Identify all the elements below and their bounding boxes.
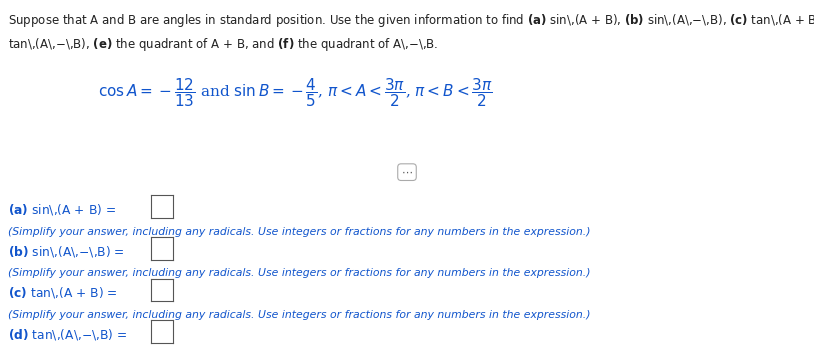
Text: $\bf{(b)}$ sin\,(A\,$-$\,B) =: $\bf{(b)}$ sin\,(A\,$-$\,B) = bbox=[8, 244, 125, 259]
Text: tan\,(A\,$-$\,B), $\bf{(e)}$ the quadrant of A + B, and $\bf{(f)}$ the quadrant : tan\,(A\,$-$\,B), $\bf{(e)}$ the quadran… bbox=[8, 36, 439, 53]
Text: (Simplify your answer, including any radicals. Use integers or fractions for any: (Simplify your answer, including any rad… bbox=[8, 310, 591, 320]
Text: $\cdots$: $\cdots$ bbox=[401, 167, 413, 177]
Text: $\cos A = -\dfrac{12}{13}$ and $\sin B = -\dfrac{4}{5}$, $\pi < A < \dfrac{3\pi}: $\cos A = -\dfrac{12}{13}$ and $\sin B =… bbox=[98, 76, 492, 109]
Text: Suppose that A and B are angles in standard position. Use the given information : Suppose that A and B are angles in stand… bbox=[8, 12, 814, 29]
Text: (Simplify your answer, including any radicals. Use integers or fractions for any: (Simplify your answer, including any rad… bbox=[8, 268, 591, 278]
Text: $\bf{(a)}$ sin\,(A + B) =: $\bf{(a)}$ sin\,(A + B) = bbox=[8, 202, 116, 217]
Text: $\bf{(c)}$ tan\,(A + B) =: $\bf{(c)}$ tan\,(A + B) = bbox=[8, 285, 118, 300]
Text: (Simplify your answer, including any radicals. Use integers or fractions for any: (Simplify your answer, including any rad… bbox=[8, 227, 591, 237]
Text: $\bf{(d)}$ tan\,(A\,$-$\,B) =: $\bf{(d)}$ tan\,(A\,$-$\,B) = bbox=[8, 327, 128, 342]
